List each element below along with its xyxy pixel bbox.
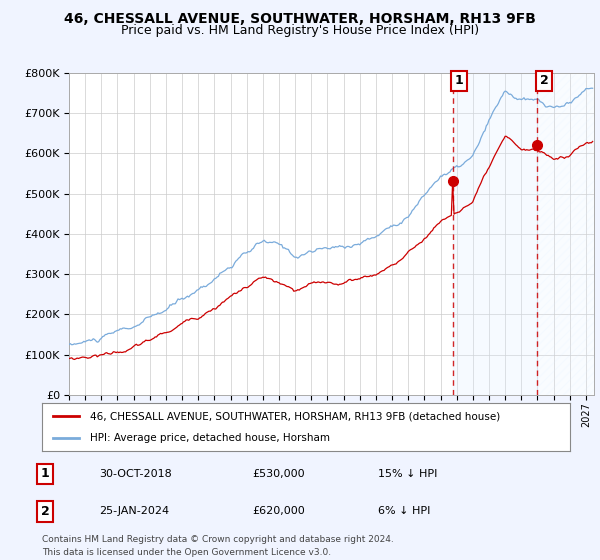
Bar [452, 73, 538, 395]
Text: 30-OCT-2018: 30-OCT-2018 [99, 469, 172, 479]
Text: 46, CHESSALL AVENUE, SOUTHWATER, HORSHAM, RH13 9FB (detached house): 46, CHESSALL AVENUE, SOUTHWATER, HORSHAM… [89, 411, 500, 421]
Text: 2: 2 [41, 505, 49, 518]
Text: 2: 2 [539, 74, 548, 87]
Text: HPI: Average price, detached house, Horsham: HPI: Average price, detached house, Hors… [89, 433, 329, 443]
Text: Contains HM Land Registry data © Crown copyright and database right 2024.: Contains HM Land Registry data © Crown c… [42, 535, 394, 544]
Text: 6% ↓ HPI: 6% ↓ HPI [378, 506, 430, 516]
Text: £620,000: £620,000 [252, 506, 305, 516]
Text: Price paid vs. HM Land Registry's House Price Index (HPI): Price paid vs. HM Land Registry's House … [121, 24, 479, 36]
Text: 1: 1 [455, 74, 463, 87]
Text: 46, CHESSALL AVENUE, SOUTHWATER, HORSHAM, RH13 9FB: 46, CHESSALL AVENUE, SOUTHWATER, HORSHAM… [64, 12, 536, 26]
Text: £530,000: £530,000 [252, 469, 305, 479]
Bar [538, 73, 594, 395]
Text: 25-JAN-2024: 25-JAN-2024 [99, 506, 169, 516]
Text: 15% ↓ HPI: 15% ↓ HPI [378, 469, 437, 479]
Text: This data is licensed under the Open Government Licence v3.0.: This data is licensed under the Open Gov… [42, 548, 331, 557]
Text: 1: 1 [41, 467, 49, 480]
